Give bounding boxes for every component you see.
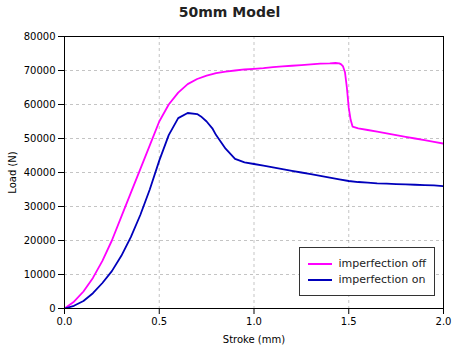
svg-text:60000: 60000	[24, 99, 56, 110]
svg-text:80000: 80000	[24, 31, 56, 42]
svg-text:2.0: 2.0	[436, 316, 452, 327]
svg-text:50000: 50000	[24, 133, 56, 144]
html-text:50mm Model: 50mm Model	[178, 4, 281, 20]
svg-text:Stroke (mm): Stroke (mm)	[223, 334, 285, 345]
svg-text:70000: 70000	[24, 65, 56, 76]
svg-text:40000: 40000	[24, 167, 56, 178]
svg-text:0.0: 0.0	[57, 316, 73, 327]
svg-text:20000: 20000	[24, 235, 56, 246]
svg-text:0: 0	[49, 303, 55, 314]
svg-text:30000: 30000	[24, 201, 56, 212]
html-text:imperfection on: imperfection on	[338, 273, 426, 286]
svg-text:1.5: 1.5	[341, 316, 357, 327]
svg-text:1.0: 1.0	[246, 316, 262, 327]
svg-text:Load (N): Load (N)	[7, 151, 18, 194]
svg-text:0.5: 0.5	[151, 316, 167, 327]
html-text:imperfection off: imperfection off	[338, 257, 426, 270]
svg-text:10000: 10000	[24, 269, 56, 280]
